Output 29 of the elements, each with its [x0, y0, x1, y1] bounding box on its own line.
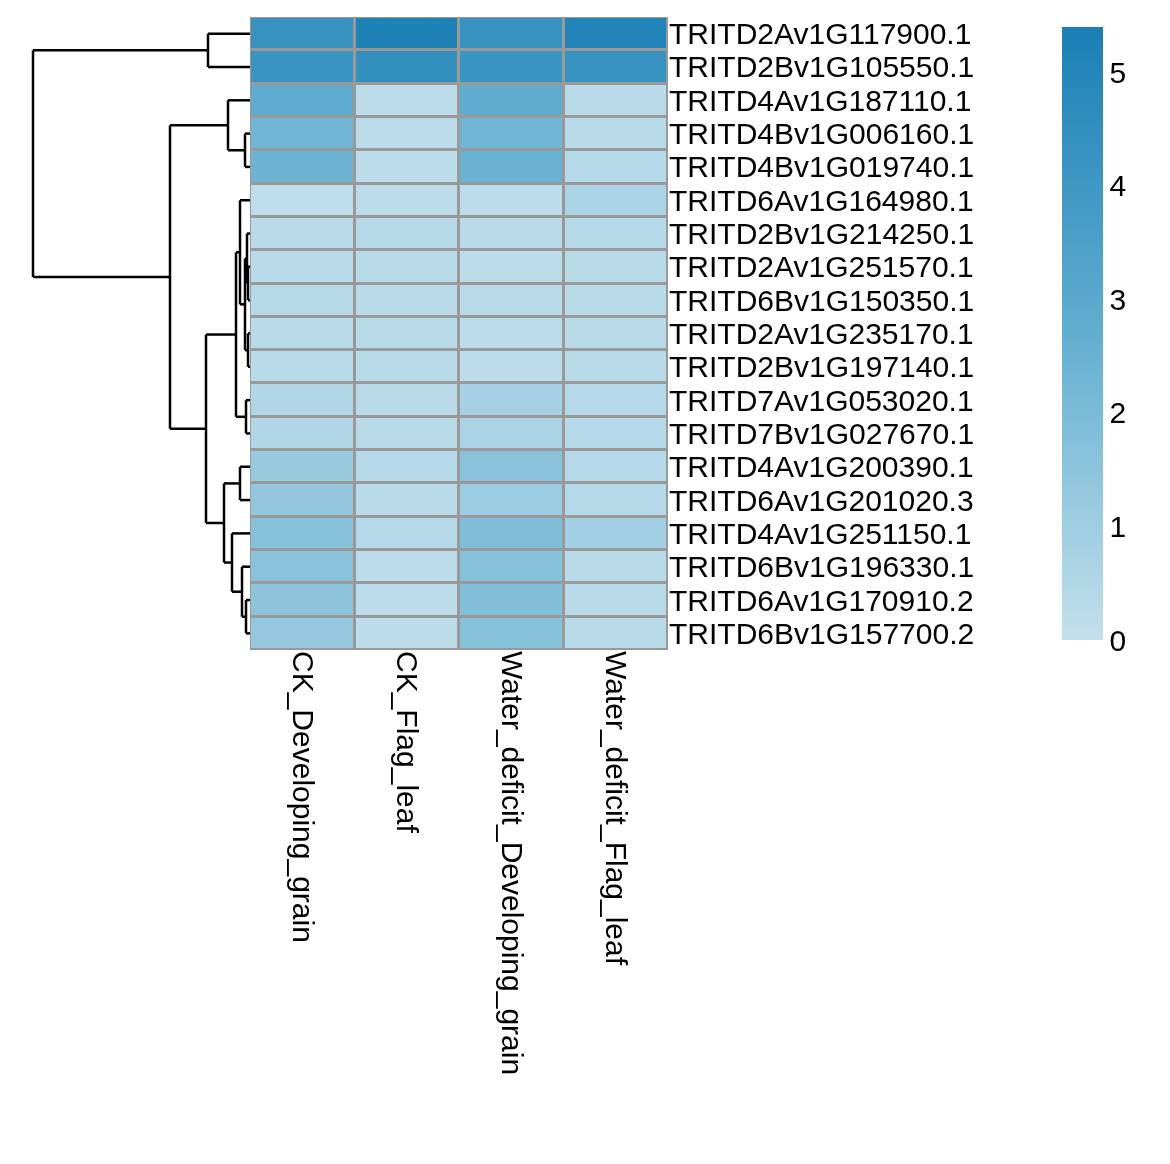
y-tick-label: TRITD2Av1G235170.1 [669, 317, 974, 350]
y-tick-label: TRITD7Bv1G027670.1 [669, 416, 975, 450]
color-bar-label: 3 [1109, 282, 1127, 316]
x-tick-label: CK_Developing_grain [286, 651, 320, 943]
color-bar-label: 2 [1109, 396, 1127, 430]
y-tick-label: TRITD7Av1G053020.1 [669, 383, 974, 417]
x-tick-label: Water_deficit_Flag_leaf [600, 651, 633, 966]
x-tick-label: CK_Flag_leaf [391, 651, 424, 834]
y-tick-label: TRITD4Bv1G019740.1 [669, 150, 975, 184]
y-tick-label: TRITD4Av1G200390.1 [669, 450, 974, 484]
y-tick-label: TRITD6Bv1G196330.1 [669, 550, 975, 584]
x-tick-label: Water_deficit_Developing_grain [495, 651, 529, 1076]
y-tick-label: TRITD6Av1G164980.1 [669, 183, 974, 217]
color-bar-label: 0 [1109, 623, 1127, 657]
y-tick-label: TRITD2Bv1G105550.1 [669, 50, 975, 84]
y-tick-label: TRITD4Bv1G006160.1 [669, 117, 975, 151]
color-bar-label: 5 [1109, 55, 1127, 89]
y-tick-label: TRITD2Av1G117900.1 [669, 17, 972, 51]
y-tick-label: TRITD6Av1G170910.2 [669, 583, 974, 617]
y-tick-label: TRITD2Bv1G214250.1 [669, 217, 975, 251]
y-tick-label: TRITD6Bv1G150350.1 [669, 283, 975, 317]
y-tick-label: TRITD4Av1G251150.1 [669, 516, 972, 550]
y-tick-label: TRITD6Bv1G157700.2 [669, 616, 975, 650]
color-bar-label: 4 [1109, 169, 1127, 203]
y-tick-label: TRITD4Av1G187110.1 [669, 83, 972, 117]
y-tick-label: TRITD2Av1G251570.1 [669, 250, 974, 284]
y-tick-label: TRITD6Av1G201020.3 [669, 483, 974, 517]
color-bar-label: 1 [1109, 509, 1127, 543]
y-tick-label: TRITD2Bv1G197140.1 [669, 350, 975, 384]
